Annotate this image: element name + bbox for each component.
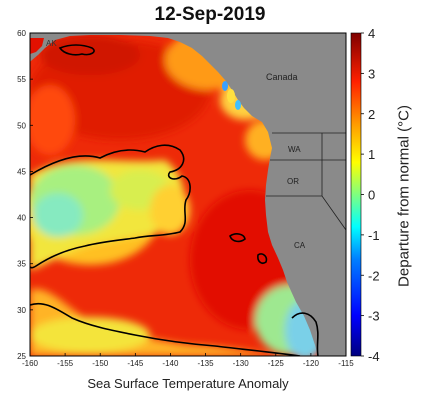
label-ca: CA <box>294 241 306 250</box>
colorbar <box>350 32 362 357</box>
colorbar-label: Departure from normal (°C) <box>395 105 413 287</box>
anomaly-contours <box>30 44 319 356</box>
colorbar-tick-label: -1 <box>368 228 380 243</box>
colorbar-tick-label: 0 <box>368 188 375 203</box>
colorbar-tick-label: 4 <box>368 26 375 41</box>
anomaly-field: AK Canada WA OR CA <box>30 33 346 356</box>
label-ak: AK <box>46 39 57 48</box>
lon-tick-label: -160 <box>22 359 39 368</box>
lon-tick-label: -140 <box>162 359 179 368</box>
colorbar-tick-label: -2 <box>368 268 380 283</box>
lat-tick-label: 55 <box>17 75 26 84</box>
lat-tick-label: 60 <box>17 29 26 38</box>
lat-tick-label: 40 <box>17 214 26 223</box>
lat-tick-label: 35 <box>17 260 26 269</box>
colorbar-tick-label: -3 <box>368 309 380 324</box>
lon-tick-label: -155 <box>57 359 74 368</box>
lon-tick-label: -120 <box>303 359 320 368</box>
map-title: 12-Sep-2019 <box>154 4 266 25</box>
lat-axis: 60 55 50 45 40 35 30 25 <box>17 29 33 361</box>
lat-tick-label: 45 <box>17 167 26 176</box>
colorbar-tick-label: 2 <box>368 107 375 122</box>
lat-tick-label: 30 <box>17 306 26 315</box>
lon-tick-label: -125 <box>268 359 285 368</box>
state-borders <box>266 132 346 231</box>
land-mass <box>30 33 346 356</box>
lon-tick-label: -145 <box>127 359 144 368</box>
lon-tick-label: -135 <box>198 359 215 368</box>
lon-tick-label: -150 <box>92 359 109 368</box>
label-or: OR <box>287 177 299 186</box>
label-wa: WA <box>288 145 301 154</box>
colorbar-ticks: 4 3 2 1 0 -1 -2 -3 -4 <box>361 26 380 364</box>
label-canada: Canada <box>266 72 298 82</box>
colorbar-tick-label: -4 <box>368 349 380 364</box>
lon-tick-label: -115 <box>338 359 354 368</box>
colorbar-tick-label: 1 <box>368 147 375 162</box>
lon-tick-label: -130 <box>233 359 250 368</box>
map-frame <box>29 32 347 357</box>
x-axis-label: Sea Surface Temperature Anomaly <box>87 376 289 391</box>
lon-axis: -160 -155 -150 -145 -140 -135 -130 -125 -120 -115 <box>22 353 354 368</box>
colorbar-tick-label: 3 <box>368 66 375 81</box>
lat-tick-label: 25 <box>17 352 26 361</box>
lat-tick-label: 50 <box>17 121 26 130</box>
